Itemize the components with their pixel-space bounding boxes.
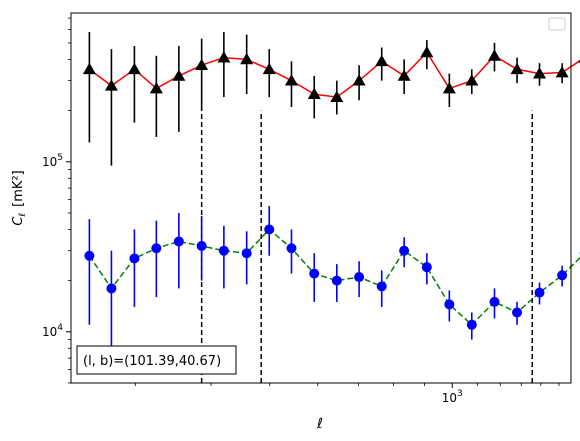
series-0-point-9 (284, 74, 298, 86)
y-tick-label-0: 104 (42, 323, 63, 339)
series-1-point-3 (151, 243, 162, 254)
series-1-point-7 (241, 248, 252, 259)
svg-text:Cℓ[mK²]: Cℓ [mK²] (11, 170, 28, 225)
annotation-text: (l, b)=(101.39,40.67) (83, 354, 221, 369)
x-tick-label-0: 103 (442, 389, 463, 405)
series-0-point-2 (127, 62, 141, 75)
series-0-point-8 (262, 62, 276, 75)
series-1-point-18 (489, 296, 500, 307)
series-1 (84, 205, 580, 359)
series-0-point-19 (510, 62, 524, 75)
series-0-point-13 (375, 54, 389, 67)
series-1-point-15 (421, 262, 432, 273)
series-1-point-16 (444, 299, 455, 310)
series-0 (82, 31, 580, 166)
series-1-point-11 (331, 275, 342, 286)
series-1-point-20 (534, 287, 545, 298)
series-1-point-2 (129, 253, 140, 264)
series-1-point-4 (173, 236, 184, 247)
series-0-point-17 (465, 74, 479, 86)
series-0-point-18 (487, 49, 501, 61)
series-1-point-19 (512, 307, 523, 318)
series-0-point-20 (533, 67, 547, 79)
y-axis-label-main: C (11, 216, 26, 226)
y-axis-label: Cℓ [mK²] (11, 170, 28, 225)
series-1-point-10 (309, 268, 320, 279)
series-1-point-0 (84, 250, 95, 261)
plot-area (71, 13, 571, 383)
series-1-point-6 (218, 245, 229, 256)
series-0-point-3 (149, 81, 163, 94)
y-axis-label-unit: [mK²] (11, 170, 26, 207)
series-0-point-14 (397, 69, 411, 81)
series-1-point-12 (354, 272, 365, 283)
series-0-point-1 (104, 79, 118, 91)
series-0-point-21 (555, 66, 569, 78)
series-1-point-17 (466, 319, 477, 330)
x-axis-label: ℓ (316, 416, 323, 432)
x-axis-ticks: 103 (134, 383, 560, 405)
series-0-point-16 (442, 81, 456, 94)
series-layer (82, 31, 580, 359)
series-0-point-10 (307, 87, 321, 99)
series-0-point-5 (195, 58, 209, 71)
series-0-point-6 (217, 51, 231, 63)
series-1-point-13 (376, 281, 387, 292)
series-0-point-11 (330, 90, 344, 103)
y-axis-label-sub: ℓ (18, 213, 28, 218)
series-1-point-14 (399, 245, 410, 256)
annotation: (l, b)=(101.39,40.67) (76, 345, 237, 375)
y-tick-label-1: 105 (42, 153, 63, 169)
series-0-point-4 (172, 69, 186, 81)
series-0-point-0 (82, 62, 96, 75)
annotation-box (76, 345, 237, 375)
series-1-point-1 (106, 283, 117, 294)
legend-box (548, 17, 566, 31)
series-0-point-15 (420, 45, 434, 58)
series-0-point-7 (240, 52, 254, 65)
series-1-point-5 (196, 240, 207, 251)
y-axis-ticks: 104 105 (42, 17, 71, 384)
legend (548, 17, 566, 31)
series-0-point-12 (352, 74, 366, 86)
series-1-point-9 (286, 243, 297, 254)
plot-frame (70, 12, 572, 384)
series-1-point-8 (264, 224, 275, 235)
series-1-point-21 (557, 270, 568, 281)
